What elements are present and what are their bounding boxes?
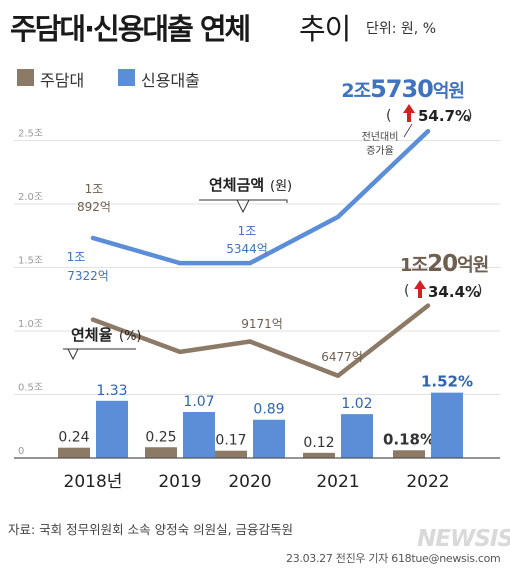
unit-note: 단위: 원, %	[366, 21, 437, 37]
credit-2022-amount-part: 억원	[433, 81, 464, 102]
bar-value-label: 0.89	[253, 402, 284, 418]
bar-value-label: 1.33	[96, 383, 127, 399]
yoy-note: 전년대비	[362, 131, 399, 143]
chart-title: 주담대·신용대출 연체	[10, 12, 251, 46]
bar-mortgage	[215, 450, 247, 458]
bar-value-label: 1.02	[341, 396, 372, 412]
bar-value-label: 0.18%	[383, 430, 435, 448]
value-label-mortgage-2018: 1조	[85, 182, 104, 196]
line-axis-label: 연체금액	[209, 176, 264, 194]
value-label-mortgage-2021: 6477억	[321, 350, 363, 364]
line-axis-unit: (원)	[270, 179, 292, 194]
mortgage-2022-change-bracket-open: (	[404, 283, 409, 299]
y-tick-label: 2.5조	[18, 129, 43, 140]
value-label-mortgage-2020: 9171억	[241, 317, 283, 331]
y-tick-label: 1.5조	[18, 256, 43, 267]
chart-title-suffix: 추이	[299, 12, 351, 46]
y-tick-label: 0.5조	[18, 383, 43, 394]
yoy-pointer	[403, 123, 413, 138]
mortgage-2022-amount-part: 억원	[457, 255, 488, 276]
callout-bracket	[199, 199, 288, 203]
x-tick-label: 2020	[228, 472, 271, 492]
credit-2022-change: 54.7%	[418, 107, 470, 125]
y-tick-label: 0	[18, 446, 24, 457]
source-note: 자료: 국회 정무위원회 소속 양정숙 의원실, 금융감독원	[8, 522, 294, 537]
value-label-credit-2020: 5344억	[226, 242, 268, 256]
bar-value-label: 0.24	[58, 430, 89, 446]
bar-value-label: 1.52%	[421, 373, 473, 391]
bar-credit	[183, 411, 215, 458]
up-arrow-icon	[414, 280, 426, 298]
mortgage-2022-amount: 1조20억원	[400, 251, 488, 277]
callout-pointer	[67, 348, 79, 361]
credit-2022-amount-part: 2조	[341, 80, 370, 102]
bar-axis-label: 연체율	[71, 326, 113, 344]
legend-swatch-credit	[118, 69, 135, 86]
credit-2022-change-bracket-open: (	[386, 108, 391, 124]
x-tick-label: 2019	[158, 472, 201, 492]
bar-credit	[253, 419, 285, 458]
mortgage-2022-amount-part: 1조	[400, 255, 428, 276]
value-label-credit-2020: 1조	[238, 224, 257, 238]
x-tick-label: 2018년	[64, 472, 123, 492]
y-tick-label: 1.0조	[18, 319, 43, 330]
callout-pointer	[236, 199, 250, 214]
bar-axis-unit: (%)	[119, 329, 142, 344]
bar-mortgage	[145, 447, 177, 458]
legend-label-mortgage: 주담대	[40, 71, 85, 90]
value-label-credit-2018: 1조	[67, 250, 86, 264]
x-tick-label: 2022	[406, 472, 449, 492]
brand-watermark: NEWSIS	[417, 526, 510, 552]
yoy-note: 증가율	[366, 145, 394, 157]
bar-mortgage	[393, 450, 425, 458]
bar-mortgage	[303, 452, 335, 458]
line-mortgage	[90, 303, 431, 378]
legend-label-credit: 신용대출	[141, 71, 200, 90]
mortgage-2022-change: 34.4%	[428, 283, 480, 301]
line-credit	[90, 128, 431, 266]
credit-note: 23.03.27 전진우 기자 618tue@newsis.com	[286, 552, 501, 565]
bar-value-label: 0.17	[215, 433, 246, 449]
legend-swatch-mortgage	[17, 69, 34, 86]
credit-2022-amount-part: 5730	[370, 75, 433, 103]
value-label-mortgage-2018: 892억	[77, 200, 111, 214]
bar-credit	[96, 400, 128, 458]
bar-value-label: 0.25	[145, 429, 176, 445]
bar-credit	[431, 392, 463, 458]
bar-value-label: 0.12	[303, 435, 334, 451]
credit-2022-change-bracket-close: )	[467, 108, 472, 124]
value-label-credit-2018: 7322억	[67, 269, 109, 283]
credit-2022-amount: 2조5730억원	[341, 75, 464, 103]
mortgage-2022-amount-part: 20	[427, 251, 457, 277]
up-arrow-icon	[403, 104, 415, 122]
mortgage-2022-change-bracket-close: )	[477, 283, 482, 299]
bar-credit	[341, 414, 373, 458]
x-tick-label: 2021	[316, 472, 359, 492]
y-tick-label: 2.0조	[18, 192, 43, 203]
bar-value-label: 1.07	[183, 394, 214, 410]
bar-mortgage	[58, 447, 90, 458]
